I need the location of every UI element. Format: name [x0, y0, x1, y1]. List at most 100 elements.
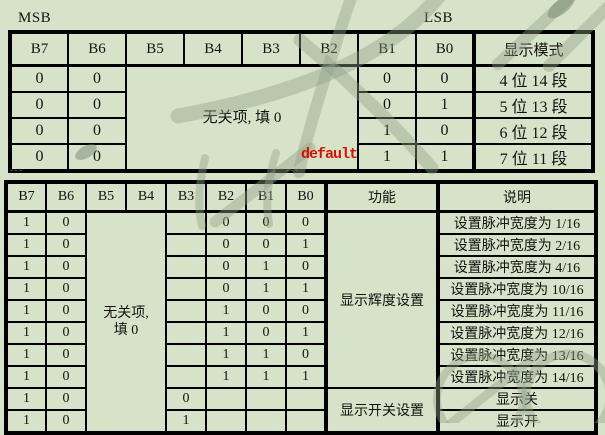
display-mode-cell: 7 位 11 段: [472, 143, 594, 172]
bit-cell: 1: [5, 210, 47, 235]
bit-cell: 1: [165, 409, 207, 434]
bit-cell: 1: [245, 277, 287, 301]
bit-header-b6: B6: [67, 31, 127, 67]
bit-cell: [245, 409, 287, 434]
bit-cell: 0: [45, 365, 87, 389]
default-annotation: default: [301, 146, 358, 163]
bit-header-b2: B2: [299, 31, 359, 67]
bit-cell: [165, 255, 207, 279]
table2-row-5: 1 0 1 0 0 设置脉冲宽度为 11/16: [5, 299, 597, 323]
description-cell: 设置脉冲宽度为 12/16: [436, 321, 597, 345]
dont-care-cell: 无关项, 填 0: [125, 64, 359, 172]
bit-cell: 0: [45, 233, 87, 257]
description-cell: 设置脉冲宽度为 2/16: [436, 233, 597, 257]
bit-cell: [205, 409, 247, 434]
bit-cell: 0: [165, 387, 207, 411]
bit-cell: 0: [45, 409, 87, 434]
bit-cell: 0: [9, 143, 69, 172]
bit-cell: 0: [285, 299, 327, 323]
bit-cell: 1: [5, 343, 47, 367]
bit-cell: 1: [357, 117, 417, 145]
bit-cell: 1: [415, 143, 475, 172]
description-cell: 设置脉冲宽度为 11/16: [436, 299, 597, 323]
bit-cell: 1: [415, 91, 475, 119]
bit-cell: 0: [205, 233, 247, 257]
bit-cell: 0: [205, 255, 247, 279]
table2-row-6: 1 0 1 0 1 设置脉冲宽度为 12/16: [5, 321, 597, 345]
description-header: 说明: [436, 181, 597, 213]
bit-cell: 1: [5, 365, 47, 389]
table2-row-3: 1 0 0 1 0 设置脉冲宽度为 4/16: [5, 255, 597, 279]
table2-header-row: B7 B6 B5 B4 B3 B2 B1 B0 功能 说明: [5, 181, 597, 213]
table1-row-2: 0 0 0 1 5 位 13 段: [9, 91, 594, 119]
table2-row-8: 1 0 1 1 1 设置脉冲宽度为 14/16: [5, 365, 597, 389]
bit-cell: 0: [45, 255, 87, 279]
table2-row-1: 1 0 无关项, 填 0 0 0 0 显示辉度设置 设置脉冲宽度为 1/16: [5, 210, 597, 434]
msb-label: MSB: [18, 10, 52, 26]
bit-cell: 1: [205, 299, 247, 323]
display-mode-cell: 5 位 13 段: [472, 91, 594, 119]
watermark-blob: [547, 0, 575, 19]
bit-cell: 0: [415, 117, 475, 145]
bit-cell: 0: [357, 64, 417, 93]
bit-cell: 0: [205, 277, 247, 301]
bit-header-b1: B1: [357, 31, 417, 67]
bit-header-b7: B7: [9, 31, 69, 67]
description-cell: 设置脉冲宽度为 1/16: [436, 210, 597, 235]
bit-header-b5: B5: [85, 181, 127, 213]
bit-header-b3: B3: [165, 181, 207, 213]
table2-row-7: 1 0 1 1 0 设置脉冲宽度为 13/16: [5, 343, 597, 367]
table1-row-1: 0 0 无关项, 填 0 0 0 4 位 14 段: [9, 64, 594, 172]
bit-cell: 1: [205, 343, 247, 367]
bit-cell: 0: [245, 233, 287, 257]
cropped-text-fragment: ---: [10, 165, 24, 175]
bit-header-b1: B1: [245, 181, 287, 213]
bit-header-b2: B2: [205, 181, 247, 213]
bit-header-b4: B4: [183, 31, 243, 67]
bit-header-b4: B4: [125, 181, 167, 213]
bit-cell: [285, 409, 327, 434]
display-mode-table: B7 B6 B5 B4 B3 B2 B1 B0 显示模式 0 0 无关项, 填 …: [8, 30, 595, 173]
bit-header-b7: B7: [5, 181, 47, 213]
table1-header-row: B7 B6 B5 B4 B3 B2 B1 B0 显示模式: [9, 31, 594, 67]
bit-cell: [285, 387, 327, 411]
function-cell-switch: 显示开关设置: [324, 387, 439, 434]
bit-cell: [165, 299, 207, 323]
bit-cell: 1: [285, 365, 327, 389]
bit-cell: 0: [9, 64, 69, 93]
bit-cell: 0: [9, 91, 69, 119]
datasheet-page: { "colors": { "background": "#d7e3c9", "…: [4, 0, 605, 435]
bit-cell: 1: [245, 365, 287, 389]
bit-cell: 0: [245, 321, 287, 345]
bit-cell: 0: [45, 277, 87, 301]
dont-care-line1: 无关项,: [103, 305, 149, 321]
description-cell: 设置脉冲宽度为 4/16: [436, 255, 597, 279]
bit-cell: 0: [245, 210, 287, 235]
dont-care-line2: 填 0: [113, 323, 139, 338]
function-header: 功能: [324, 181, 439, 213]
bit-cell: 0: [45, 210, 87, 235]
dont-care-cell: 无关项, 填 0: [85, 210, 167, 434]
function-cell-brightness: 显示辉度设置: [324, 210, 439, 389]
bit-cell: 0: [67, 64, 127, 93]
bit-cell: 0: [205, 210, 247, 235]
bit-header-b6: B6: [45, 181, 87, 213]
bit-cell: 0: [357, 91, 417, 119]
bit-cell: [165, 210, 207, 235]
bit-cell: 0: [67, 143, 127, 172]
bit-header-b3: B3: [241, 31, 301, 67]
bit-cell: 1: [5, 233, 47, 257]
cropped-text-fragment: ---: [286, 165, 300, 175]
display-mode-cell: 6 位 12 段: [472, 117, 594, 145]
bit-cell: 0: [285, 255, 327, 279]
bit-cell: 0: [285, 343, 327, 367]
bit-cell: 1: [5, 387, 47, 411]
bit-cell: 1: [5, 299, 47, 323]
description-cell: 设置脉冲宽度为 13/16: [436, 343, 597, 367]
description-cell: 设置脉冲宽度为 10/16: [436, 277, 597, 301]
bit-cell: 0: [67, 117, 127, 145]
bit-cell: [165, 365, 207, 389]
description-cell: 显示开: [436, 409, 597, 434]
bit-cell: [165, 277, 207, 301]
table2-row-9: 1 0 0 显示开关设置 显示关: [5, 387, 597, 434]
